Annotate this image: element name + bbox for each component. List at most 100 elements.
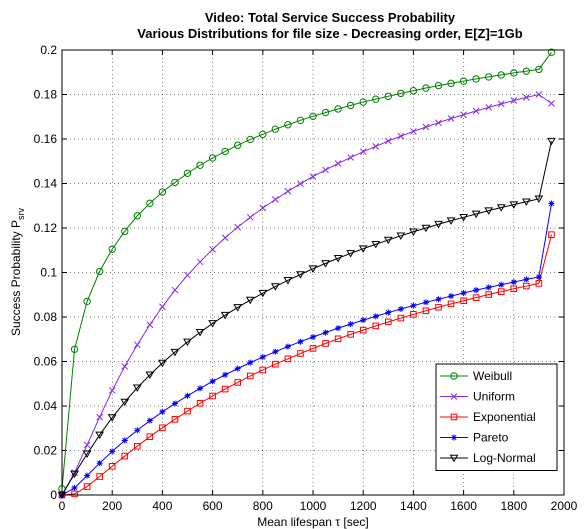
data-point (547, 137, 556, 146)
data-point (498, 281, 505, 288)
legend-marker (450, 372, 458, 380)
data-point (159, 303, 166, 311)
data-point (196, 400, 204, 407)
legend-label: Log-Normal (473, 451, 536, 465)
data-point (246, 135, 254, 144)
data-point (133, 341, 141, 349)
data-point (460, 297, 467, 305)
data-point (234, 223, 242, 231)
data-point (384, 92, 392, 100)
series-line (61, 51, 552, 489)
data-point (171, 416, 179, 423)
data-point (496, 204, 506, 212)
data-point (347, 321, 354, 328)
data-point (246, 213, 254, 221)
data-point (410, 128, 417, 135)
data-point (447, 300, 455, 308)
data-point (397, 314, 405, 322)
data-point (272, 348, 279, 355)
data-point (484, 207, 494, 215)
data-point (309, 173, 317, 180)
data-point (70, 470, 79, 479)
data-point (409, 87, 418, 95)
series-pareto (59, 200, 555, 498)
data-point (271, 196, 279, 203)
data-point (83, 297, 91, 306)
data-point (271, 125, 280, 133)
data-point (471, 210, 481, 219)
data-point (272, 360, 279, 368)
data-point (146, 199, 154, 208)
chart-title: Video: Total Service Success Probability (205, 10, 456, 25)
data-point (258, 289, 268, 298)
data-point (460, 111, 467, 119)
data-point (247, 359, 254, 366)
legend-marker (449, 454, 459, 463)
data-point (346, 250, 356, 258)
data-point (547, 48, 556, 56)
x-tick-label: 200 (102, 499, 122, 513)
data-point (208, 154, 217, 162)
data-point (385, 318, 392, 326)
data-point (510, 97, 518, 104)
data-point (358, 245, 368, 253)
data-point (170, 348, 180, 357)
legend-marker (450, 393, 458, 400)
data-point (410, 311, 417, 318)
data-point (233, 304, 243, 312)
data-point (485, 291, 492, 298)
data-point (284, 355, 292, 363)
chart-subtitle: Various Distributions for file size - De… (137, 26, 522, 41)
y-tick-label: 0.06 (34, 355, 58, 369)
data-point (322, 166, 329, 174)
data-point (534, 195, 544, 204)
data-point (221, 234, 229, 242)
data-point (297, 338, 304, 345)
data-point (459, 214, 468, 222)
data-point (134, 427, 141, 434)
data-point (283, 276, 293, 285)
data-point (310, 334, 316, 341)
series-log-normal (57, 137, 556, 500)
y-tick-label: 0.12 (34, 221, 58, 235)
data-point (334, 105, 342, 113)
data-point (158, 359, 167, 368)
data-point (195, 329, 205, 337)
data-point (459, 77, 468, 85)
data-point (485, 284, 492, 291)
data-point (371, 240, 381, 249)
data-point (485, 104, 493, 111)
data-point (309, 345, 317, 352)
series-line (61, 203, 552, 496)
y-tick-label: 0.14 (34, 177, 58, 191)
data-point (109, 448, 116, 455)
legend-item: Pareto (440, 431, 509, 445)
data-point (96, 460, 103, 467)
y-axis-label: Success Probability Psrv (9, 207, 26, 336)
data-point (347, 331, 354, 338)
data-point (359, 98, 367, 106)
data-point (460, 289, 467, 296)
data-point (71, 490, 78, 498)
data-point (121, 437, 128, 444)
legend-item: Exponential (440, 410, 536, 424)
data-point (297, 180, 304, 188)
data-point (221, 385, 229, 393)
data-point (246, 372, 254, 380)
data-point (297, 350, 304, 357)
data-point (159, 424, 166, 432)
data-point (497, 288, 505, 295)
x-tick-label: 2000 (551, 499, 578, 513)
x-tick-label: 1000 (300, 499, 327, 513)
data-point (535, 65, 543, 74)
data-point (535, 280, 543, 287)
data-point (434, 220, 443, 229)
data-point (220, 311, 230, 320)
data-point (284, 121, 292, 129)
data-point (95, 431, 105, 440)
legend-label: Exponential (473, 410, 536, 424)
data-point (422, 307, 430, 315)
data-point (447, 115, 455, 122)
data-point (270, 283, 280, 291)
data-point (347, 154, 355, 161)
